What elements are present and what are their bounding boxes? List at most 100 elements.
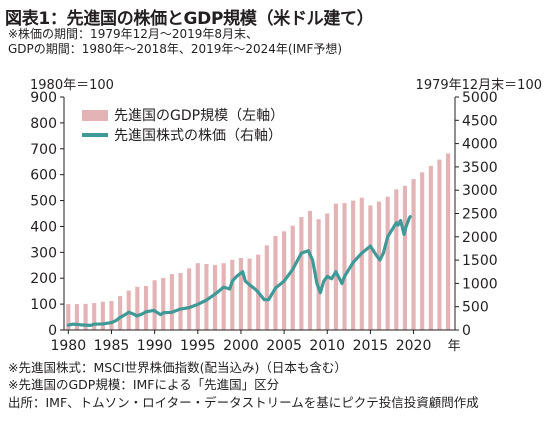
stock-point — [228, 288, 231, 290]
stock-point — [84, 324, 87, 326]
gdp-bar-2007 — [299, 217, 304, 330]
stock-point — [102, 323, 104, 325]
stock-point — [114, 319, 117, 322]
stock-point — [244, 280, 247, 282]
stock-point — [343, 275, 346, 278]
stock-point — [386, 236, 389, 238]
x-tick-label: 1980 — [50, 338, 86, 354]
gdp-bar-2017 — [385, 196, 390, 330]
gdp-bar-1990 — [152, 280, 157, 330]
stock-point — [235, 275, 238, 278]
gdp-bar-2014 — [359, 197, 364, 330]
gdp-bar-2019 — [402, 185, 408, 330]
stock-point — [162, 311, 165, 314]
gdp-bar-1995 — [195, 263, 200, 330]
gdp-bar-1982 — [83, 303, 88, 330]
legend-label-gdp: 先進国のGDP規模（左軸） — [114, 108, 284, 124]
stock-point — [133, 313, 136, 316]
stock-point — [311, 259, 314, 261]
stock-point — [395, 222, 398, 224]
left-tick-label: 600 — [30, 168, 57, 184]
footnote-stock-index: ※先進国株式：MSCI世界株価指数(配当込み)（日本も含む） — [8, 360, 347, 375]
right-tick-label: 0 — [462, 323, 471, 339]
gdp-bar-2010 — [325, 213, 330, 330]
gdp-bar-1993 — [178, 273, 183, 330]
gdp-bar-2016 — [376, 201, 382, 330]
right-tick-label: 5000 — [462, 90, 498, 106]
stock-point — [76, 323, 78, 326]
gdp-bar-2015 — [368, 205, 373, 330]
x-unit-label: 年 — [448, 339, 461, 354]
gdp-bar-1988 — [135, 286, 140, 330]
x-tick-label: 1995 — [180, 338, 216, 354]
stock-point — [375, 254, 378, 257]
footnote-source: 出所：IMF、トムソン・ロイター・データストリームを基にピクテ投信投資顧問作成 — [8, 395, 479, 410]
right-tick-label: 3500 — [462, 160, 498, 176]
gdp-bar-1989 — [143, 285, 149, 330]
stock-point — [66, 324, 69, 327]
stock-point — [405, 226, 407, 229]
gdp-bar-1997 — [212, 265, 218, 330]
stock-point — [179, 308, 182, 310]
stock-point — [93, 323, 96, 325]
legend-swatch-gdp — [82, 110, 108, 121]
stock-point — [241, 270, 244, 273]
gdp-bar-2011 — [333, 203, 338, 330]
gdp-bar-2004 — [273, 236, 278, 330]
right-tick-label: 3000 — [462, 183, 498, 199]
stock-point — [152, 309, 155, 312]
gdp-bar-2009 — [316, 219, 321, 330]
x-tick-label: 2000 — [223, 338, 259, 354]
legend-label-stock: 先進国株式の株価（右軸） — [114, 128, 282, 144]
stock-point — [307, 249, 310, 252]
right-tick-label: 2000 — [462, 230, 498, 246]
stock-point — [379, 259, 381, 261]
gdp-bar-2008 — [307, 210, 313, 330]
gdp-bar-1980 — [66, 304, 71, 330]
left-axis-label: 1980年＝100 — [30, 78, 114, 93]
gdp-bar-1986 — [118, 296, 123, 330]
stock-point — [326, 275, 329, 278]
stock-point — [123, 314, 126, 316]
stock-point — [248, 284, 251, 286]
gdp-bar-2000 — [238, 258, 244, 330]
stock-point — [140, 313, 143, 315]
stock-point — [403, 233, 405, 236]
footnote-gdp-scope: ※先進国のGDP規模：IMFによる「先進国」区分 — [8, 377, 280, 392]
stock-point — [205, 299, 208, 301]
stock-point — [231, 280, 234, 282]
chart-title: 図表1：先進国の株価とGDP規模（米ドル建て） — [5, 9, 374, 29]
right-tick-label: 1000 — [462, 276, 498, 292]
x-tick-label: 2015 — [353, 338, 389, 354]
stock-point — [316, 282, 318, 285]
left-tick-label: 500 — [30, 194, 57, 210]
stock-point — [127, 311, 130, 314]
gdp-bar-2006 — [290, 225, 295, 330]
stock-point — [222, 286, 225, 288]
right-tick-label: 4500 — [462, 113, 498, 129]
gdp-bar-2023 — [437, 159, 442, 330]
stock-point — [119, 316, 121, 319]
gdp-bar-1996 — [204, 263, 209, 330]
gdp-bar-2018 — [394, 189, 399, 330]
stock-point — [397, 224, 399, 226]
gdp-bar-2022 — [428, 165, 433, 330]
right-tick-label: 4000 — [462, 137, 498, 153]
gdp-bar-1981 — [74, 304, 80, 330]
gdp-bar-1992 — [169, 274, 174, 330]
axis-ticks: 0 100 200 300 400 500 600 700 800 900 0 500 1000 1500… — [30, 90, 497, 354]
stock-point — [319, 291, 322, 294]
stock-point — [214, 293, 216, 295]
gdp-bar-1984 — [100, 301, 105, 330]
left-tick-label: 0 — [48, 323, 57, 339]
gdp-bar-2001 — [247, 258, 252, 330]
right-axis-label: 1979年12月末＝100 — [415, 78, 542, 93]
left-tick-label: 400 — [30, 219, 57, 235]
x-tick-label: 2005 — [266, 338, 302, 354]
gdp-bar-2024 — [446, 153, 451, 330]
x-tick-label: 2020 — [396, 338, 432, 354]
left-tick-label: 800 — [30, 116, 57, 132]
gdp-bar-2003 — [264, 245, 269, 330]
stock-point — [257, 291, 260, 294]
